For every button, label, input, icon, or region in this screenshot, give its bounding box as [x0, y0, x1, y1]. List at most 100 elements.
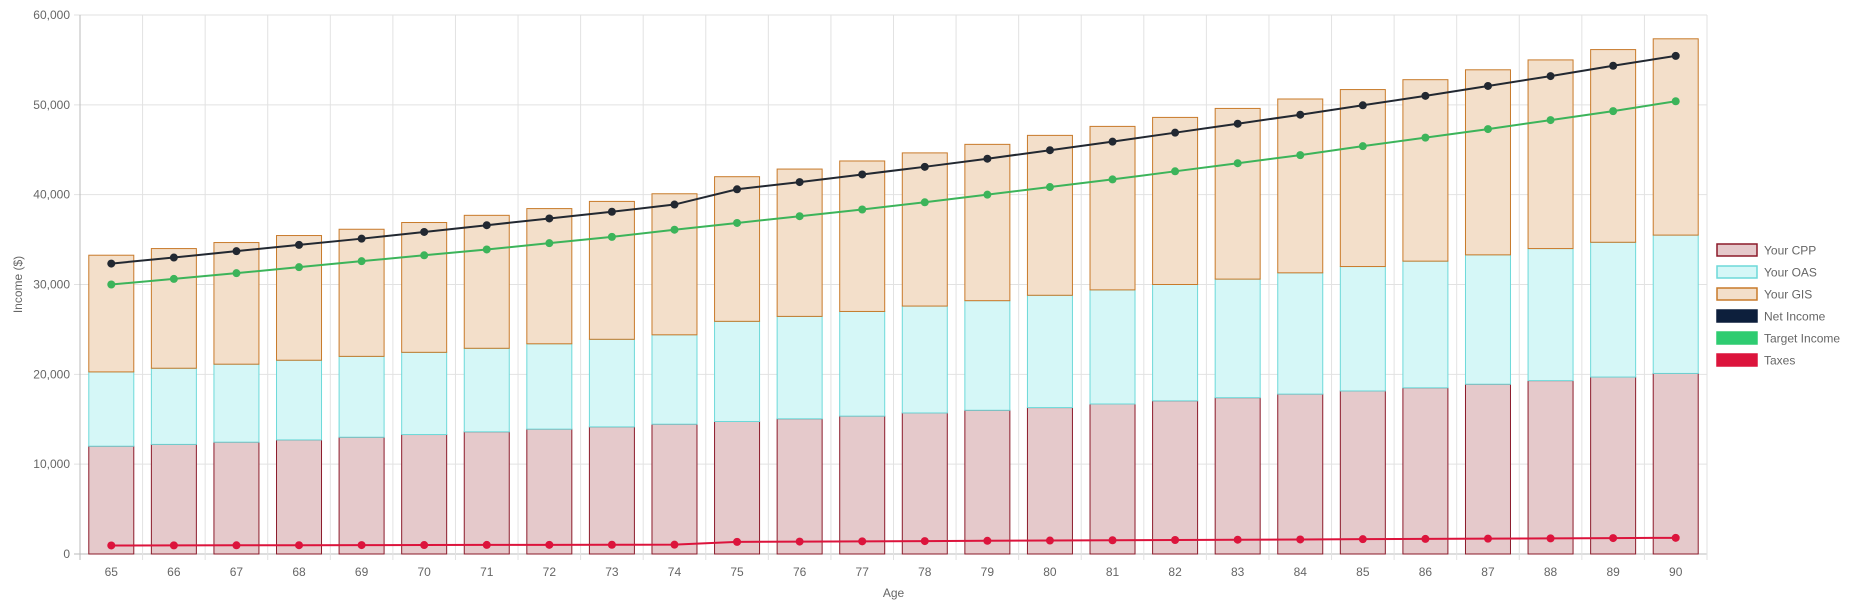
point-target-income — [107, 280, 116, 289]
x-axis-title: Age — [883, 586, 905, 600]
y-tick-label: 20,000 — [33, 367, 70, 381]
bar-your-gis — [776, 168, 823, 317]
bar-your-gis — [1277, 98, 1324, 274]
point-taxes — [1358, 535, 1367, 544]
legend-swatch-net-income — [1716, 309, 1758, 323]
bar-your-cpp — [276, 439, 323, 555]
point-target-income — [232, 269, 241, 278]
point-target-income — [670, 225, 679, 234]
legend-swatch-taxes — [1716, 353, 1758, 367]
point-taxes — [107, 541, 116, 550]
point-net-income — [1296, 110, 1305, 119]
x-tick-label: 65 — [105, 565, 119, 579]
point-target-income — [482, 245, 491, 254]
bar-your-gis — [401, 222, 448, 353]
point-target-income — [1421, 133, 1430, 142]
point-taxes — [733, 537, 742, 546]
line-taxes — [111, 536, 1676, 547]
point-net-income — [482, 221, 491, 230]
bar-your-oas — [1089, 289, 1136, 405]
bar-your-oas — [276, 359, 323, 441]
bar-your-cpp — [88, 445, 135, 555]
point-taxes — [1546, 534, 1555, 543]
point-target-income — [545, 239, 554, 248]
bar-your-cpp — [1652, 372, 1699, 555]
bar-your-oas — [588, 338, 635, 428]
bar-your-cpp — [1214, 397, 1261, 555]
x-tick-label: 83 — [1231, 565, 1245, 579]
bar-your-cpp — [714, 420, 761, 555]
bar-your-cpp — [1152, 400, 1199, 555]
x-tick-label: 79 — [981, 565, 995, 579]
point-net-income — [420, 227, 429, 236]
x-tick-label: 70 — [417, 565, 431, 579]
point-taxes — [482, 540, 491, 549]
point-taxes — [1045, 536, 1054, 545]
bar-your-cpp — [526, 428, 573, 555]
y-tick-label: 60,000 — [33, 8, 70, 22]
point-target-income — [858, 205, 867, 214]
bar-your-gis — [1339, 89, 1386, 268]
bar-your-oas — [88, 371, 135, 447]
bar-your-oas — [150, 367, 197, 445]
point-net-income — [1546, 72, 1555, 81]
bar-your-oas — [1277, 272, 1324, 395]
bar-your-cpp — [901, 412, 948, 555]
bar-your-oas — [776, 315, 823, 420]
legend-swatch-your-oas — [1716, 265, 1758, 279]
point-net-income — [107, 259, 116, 268]
point-net-income — [858, 170, 867, 179]
point-target-income — [1358, 142, 1367, 151]
bar-your-cpp — [1464, 383, 1511, 555]
x-tick-label: 71 — [480, 565, 494, 579]
x-tick-label: 85 — [1356, 565, 1370, 579]
bar-your-gis — [150, 248, 197, 369]
bar-your-cpp — [776, 418, 823, 555]
point-target-income — [1546, 116, 1555, 125]
legend-label-net-income: Net Income — [1764, 310, 1826, 324]
bar-your-gis — [526, 208, 573, 345]
bar-your-cpp — [839, 415, 886, 555]
point-target-income — [1171, 167, 1180, 176]
bar-your-oas — [1214, 278, 1261, 399]
bar-your-gis — [1152, 116, 1199, 285]
point-net-income — [295, 240, 304, 249]
point-target-income — [607, 232, 616, 241]
bar-your-oas — [901, 305, 948, 414]
point-taxes — [232, 541, 241, 550]
point-net-income — [1045, 146, 1054, 155]
legend-swatch-target-income — [1716, 331, 1758, 345]
point-taxes — [670, 540, 679, 549]
point-target-income — [357, 257, 366, 266]
x-tick-label: 77 — [856, 565, 870, 579]
legend-label-your-oas: Your OAS — [1764, 266, 1817, 280]
x-tick-label: 87 — [1481, 565, 1495, 579]
point-taxes — [1171, 535, 1180, 544]
bar-your-gis — [338, 228, 385, 357]
bar-your-gis — [651, 193, 698, 336]
legend-label-your-gis: Your GIS — [1764, 288, 1812, 302]
x-tick-label: 90 — [1669, 565, 1683, 579]
point-taxes — [983, 536, 992, 545]
bar-your-gis — [1464, 69, 1511, 256]
bar-your-cpp — [338, 436, 385, 555]
point-net-income — [169, 253, 178, 262]
y-tick-label: 0 — [63, 547, 70, 561]
bar-your-cpp — [150, 443, 197, 555]
bar-your-gis — [901, 152, 948, 307]
bar-your-gis — [1026, 134, 1073, 296]
legend-label-target-income: Target Income — [1764, 332, 1840, 346]
point-target-income — [1609, 107, 1618, 116]
bar-your-cpp — [1339, 390, 1386, 555]
point-net-income — [1358, 101, 1367, 110]
point-taxes — [1108, 536, 1117, 545]
bar-your-oas — [213, 363, 260, 443]
y-tick-label: 40,000 — [33, 188, 70, 202]
point-taxes — [920, 537, 929, 546]
bar-your-gis — [1527, 59, 1574, 250]
point-target-income — [795, 212, 804, 221]
point-net-income — [607, 207, 616, 216]
point-target-income — [920, 198, 929, 207]
point-net-income — [983, 154, 992, 163]
